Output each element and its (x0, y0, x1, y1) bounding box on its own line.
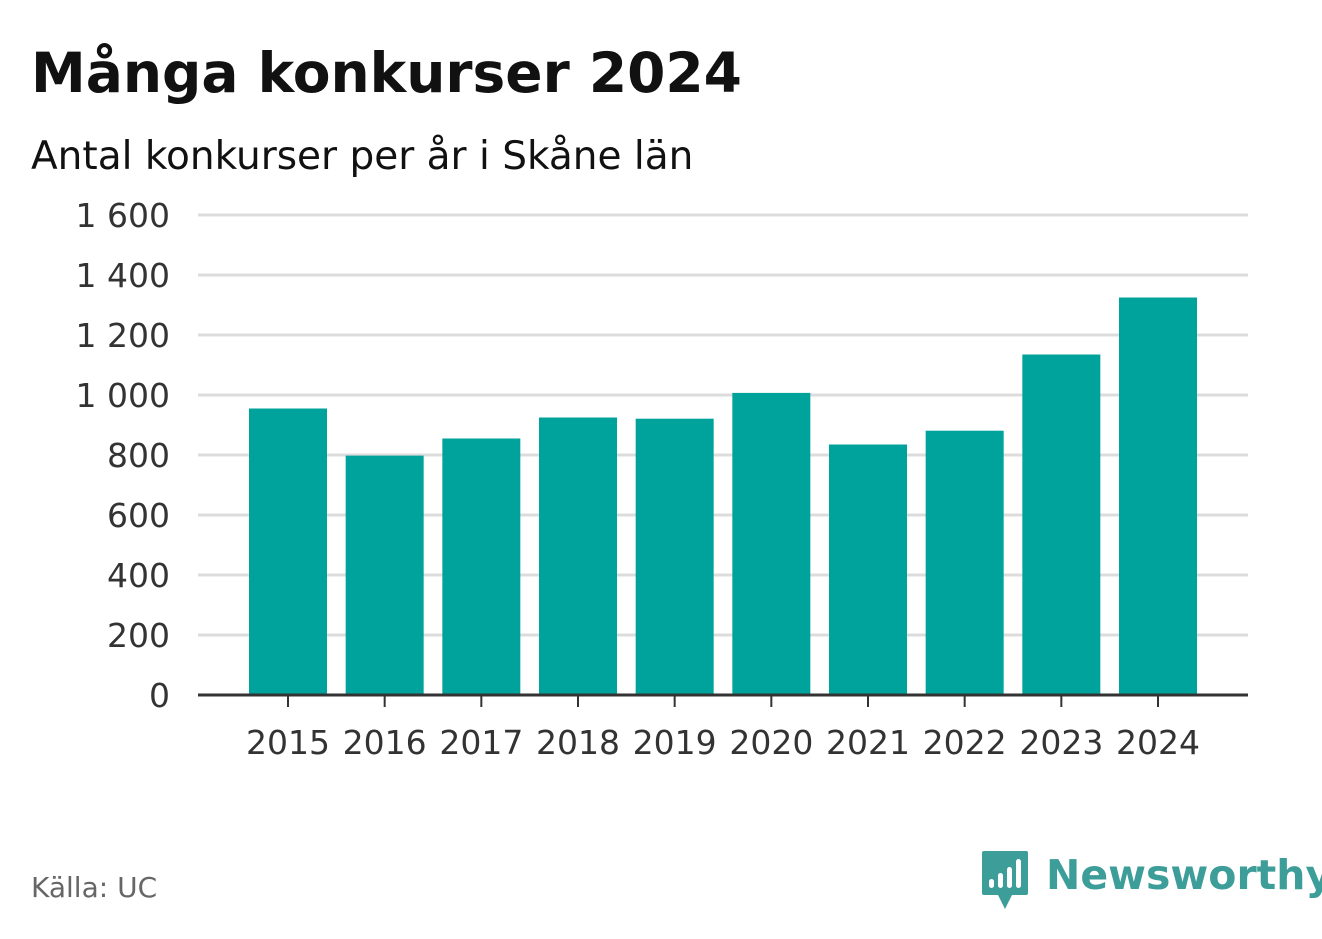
bar-2021 (829, 444, 907, 695)
chart-subtitle: Antal konkurser per år i Skåne län (31, 134, 694, 179)
y-tick-label: 1 400 (76, 256, 170, 295)
bar-2020 (732, 392, 811, 695)
newsworthy-logo-icon (982, 851, 1028, 909)
x-tick-label: 2019 (633, 723, 717, 762)
x-tick-label: 2022 (923, 723, 1007, 762)
y-tick-label: 1 200 (76, 316, 170, 355)
brand-logo: Newsworthy (980, 848, 1322, 912)
bar-2016 (345, 455, 424, 695)
x-tick-label: 2018 (536, 723, 620, 762)
source-note: Källa: UC (31, 871, 158, 904)
bars (249, 297, 1197, 695)
x-tick-label: 2023 (1019, 723, 1103, 762)
y-tick-label: 200 (107, 616, 170, 655)
x-axis: 2015 2016 2017 2018 2019 2020 2021 2022 2023 2024 (198, 693, 1248, 762)
bar-2017 (442, 438, 521, 695)
y-tick-label: 600 (107, 496, 170, 535)
bar-2023 (1022, 354, 1101, 695)
y-tick-label: 0 (149, 676, 170, 715)
y-tick-label: 1 000 (76, 376, 170, 415)
y-axis-tick-labels: 0 200 400 600 800 1 000 1 200 1 400 1 600 (76, 196, 170, 715)
x-tick-label: 2016 (343, 723, 427, 762)
bar-2024 (1119, 297, 1197, 695)
x-tick-label: 2020 (729, 723, 813, 762)
bar-2015 (249, 408, 327, 695)
bar-2022 (925, 430, 1004, 695)
bar-2019 (635, 418, 714, 695)
x-tick-label: 2024 (1116, 723, 1200, 762)
brand-name: Newsworthy (1046, 851, 1322, 899)
x-tick-label: 2015 (246, 723, 330, 762)
y-tick-label: 400 (107, 556, 170, 595)
y-tick-label: 1 600 (76, 196, 170, 235)
chart-title: Många konkurser 2024 (31, 41, 742, 105)
y-tick-label: 800 (107, 436, 170, 475)
x-tick-label: 2017 (439, 723, 523, 762)
x-tick-label: 2021 (826, 723, 910, 762)
bar-2018 (539, 417, 617, 695)
